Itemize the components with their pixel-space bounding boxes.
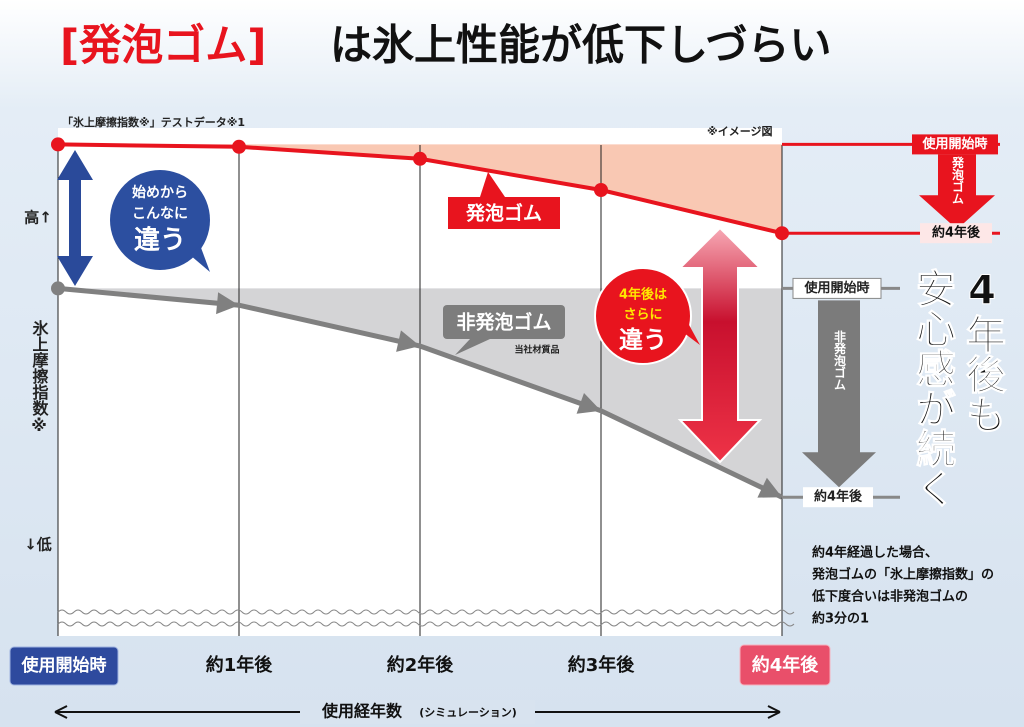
break-mark bbox=[57, 609, 795, 615]
y-label: 氷上摩擦指数※ bbox=[30, 319, 49, 435]
series-label: 発泡ゴム bbox=[465, 202, 542, 225]
category-box bbox=[739, 644, 831, 686]
callout-text: こんなに bbox=[132, 206, 188, 222]
category-box bbox=[9, 646, 119, 686]
x-axis-note: (シミュレーション) bbox=[419, 706, 517, 719]
series-label-tail bbox=[455, 339, 490, 355]
callout-text: 違う bbox=[134, 226, 186, 256]
callout-text: 始めから bbox=[132, 184, 188, 201]
summary-line: 約3分の1 bbox=[812, 611, 869, 627]
x-tick-label: 約2年後 bbox=[387, 654, 455, 676]
point bbox=[576, 393, 601, 414]
double-arrow bbox=[677, 226, 763, 464]
level-label-box bbox=[920, 223, 992, 244]
point bbox=[413, 151, 427, 166]
title: は氷上性能が低下しづらい bbox=[330, 21, 831, 70]
title-highlight: [発泡ゴム] bbox=[60, 21, 266, 70]
level-label: 使用開始時 bbox=[921, 136, 987, 152]
down-arrow bbox=[919, 154, 995, 230]
callout-text: さらに bbox=[623, 308, 662, 323]
series-note: 当社材質品 bbox=[514, 344, 559, 356]
level-label-box bbox=[792, 277, 882, 299]
down-arrow bbox=[802, 300, 876, 488]
point bbox=[232, 139, 246, 154]
x-label-bg bbox=[300, 700, 535, 724]
level-label-box bbox=[803, 487, 873, 508]
arrow-label: 非発泡ゴム bbox=[833, 329, 847, 390]
headline: 安心感が続く bbox=[909, 268, 956, 508]
point bbox=[757, 477, 782, 498]
y-label-low: ↓低 bbox=[24, 536, 52, 554]
point bbox=[594, 183, 608, 197]
subtitle: 「氷上摩擦指数※」テストデータ※1 bbox=[62, 115, 245, 129]
x-tick-label: 約1年後 bbox=[206, 654, 274, 676]
headline: 4年後も bbox=[959, 268, 1006, 434]
x-tick-label: 使用開始時 bbox=[21, 655, 107, 676]
x-axis-label: 使用経年数 bbox=[321, 702, 403, 721]
summary-line: 約4年経過した場合、 bbox=[812, 545, 938, 561]
callout-tail bbox=[190, 245, 210, 272]
callout-text: 4年後は bbox=[619, 287, 667, 303]
level-label-box bbox=[912, 134, 998, 155]
callout-bubble bbox=[110, 170, 210, 270]
series-label-tail bbox=[480, 172, 505, 197]
point bbox=[396, 330, 420, 352]
summary-line: 発泡ゴムの「氷上摩擦指数」の bbox=[811, 567, 994, 583]
arrow-label: 発泡ゴム bbox=[951, 155, 965, 204]
point bbox=[51, 137, 65, 152]
level-label: 約4年後 bbox=[932, 225, 981, 241]
x-tick-label: 約4年後 bbox=[752, 654, 820, 676]
summary-line: 低下度合いは非発泡ゴムの bbox=[811, 589, 968, 605]
break-mark bbox=[57, 621, 795, 627]
series-label: 非発泡ゴム bbox=[456, 311, 551, 334]
note: ※イメージ図 bbox=[707, 124, 772, 138]
double-arrow bbox=[57, 150, 93, 286]
level-label: 約4年後 bbox=[814, 489, 863, 505]
callout-text: 違う bbox=[619, 326, 667, 354]
series-label-box bbox=[443, 305, 565, 339]
level-label: 使用開始時 bbox=[803, 280, 869, 296]
point bbox=[216, 292, 239, 315]
callout-tail bbox=[680, 312, 700, 345]
callout-bubble bbox=[594, 267, 692, 365]
x-tick-label: 約3年後 bbox=[568, 654, 636, 676]
y-label-high: 高↑ bbox=[24, 209, 52, 227]
series-label-box bbox=[448, 197, 560, 229]
point bbox=[51, 281, 65, 296]
